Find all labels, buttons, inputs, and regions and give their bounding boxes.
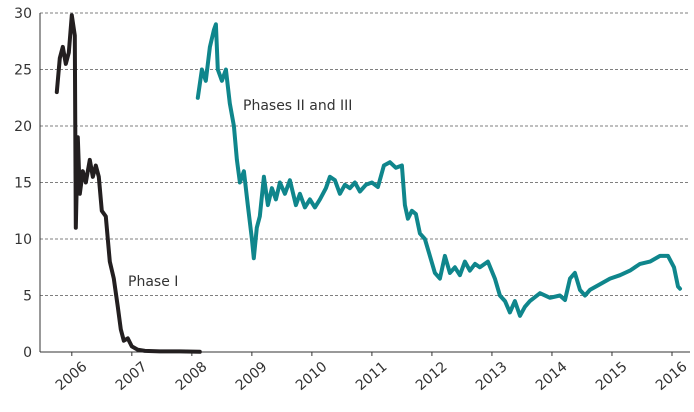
y-tick-label: 30 [14,6,32,22]
y-tick-label: 10 [14,232,32,248]
y-tick-label: 0 [23,345,32,361]
line-series [195,22,682,318]
x-tick-label: 2007 [113,359,151,394]
series-label: Phases II and III [243,98,352,114]
x-tick-label: 2013 [473,359,511,394]
x-tick-label: 2009 [233,359,271,394]
y-tick-label: 20 [14,119,32,135]
x-tick-label: 2008 [173,359,211,394]
y-tick-label: 5 [23,289,32,305]
x-tick-label: 2014 [533,359,571,394]
line-series [54,13,202,354]
x-tick-label: 2006 [53,359,91,394]
x-tick-label: 2010 [293,359,331,394]
x-tick-label: 2012 [413,359,451,394]
x-tick-label: 2016 [653,359,691,394]
x-tick-label: 2015 [593,359,631,394]
x-tick-label: 2011 [353,359,391,394]
series-label: Phase I [128,274,178,290]
y-tick-label: 25 [14,63,32,79]
y-tick-label: 15 [14,176,32,192]
